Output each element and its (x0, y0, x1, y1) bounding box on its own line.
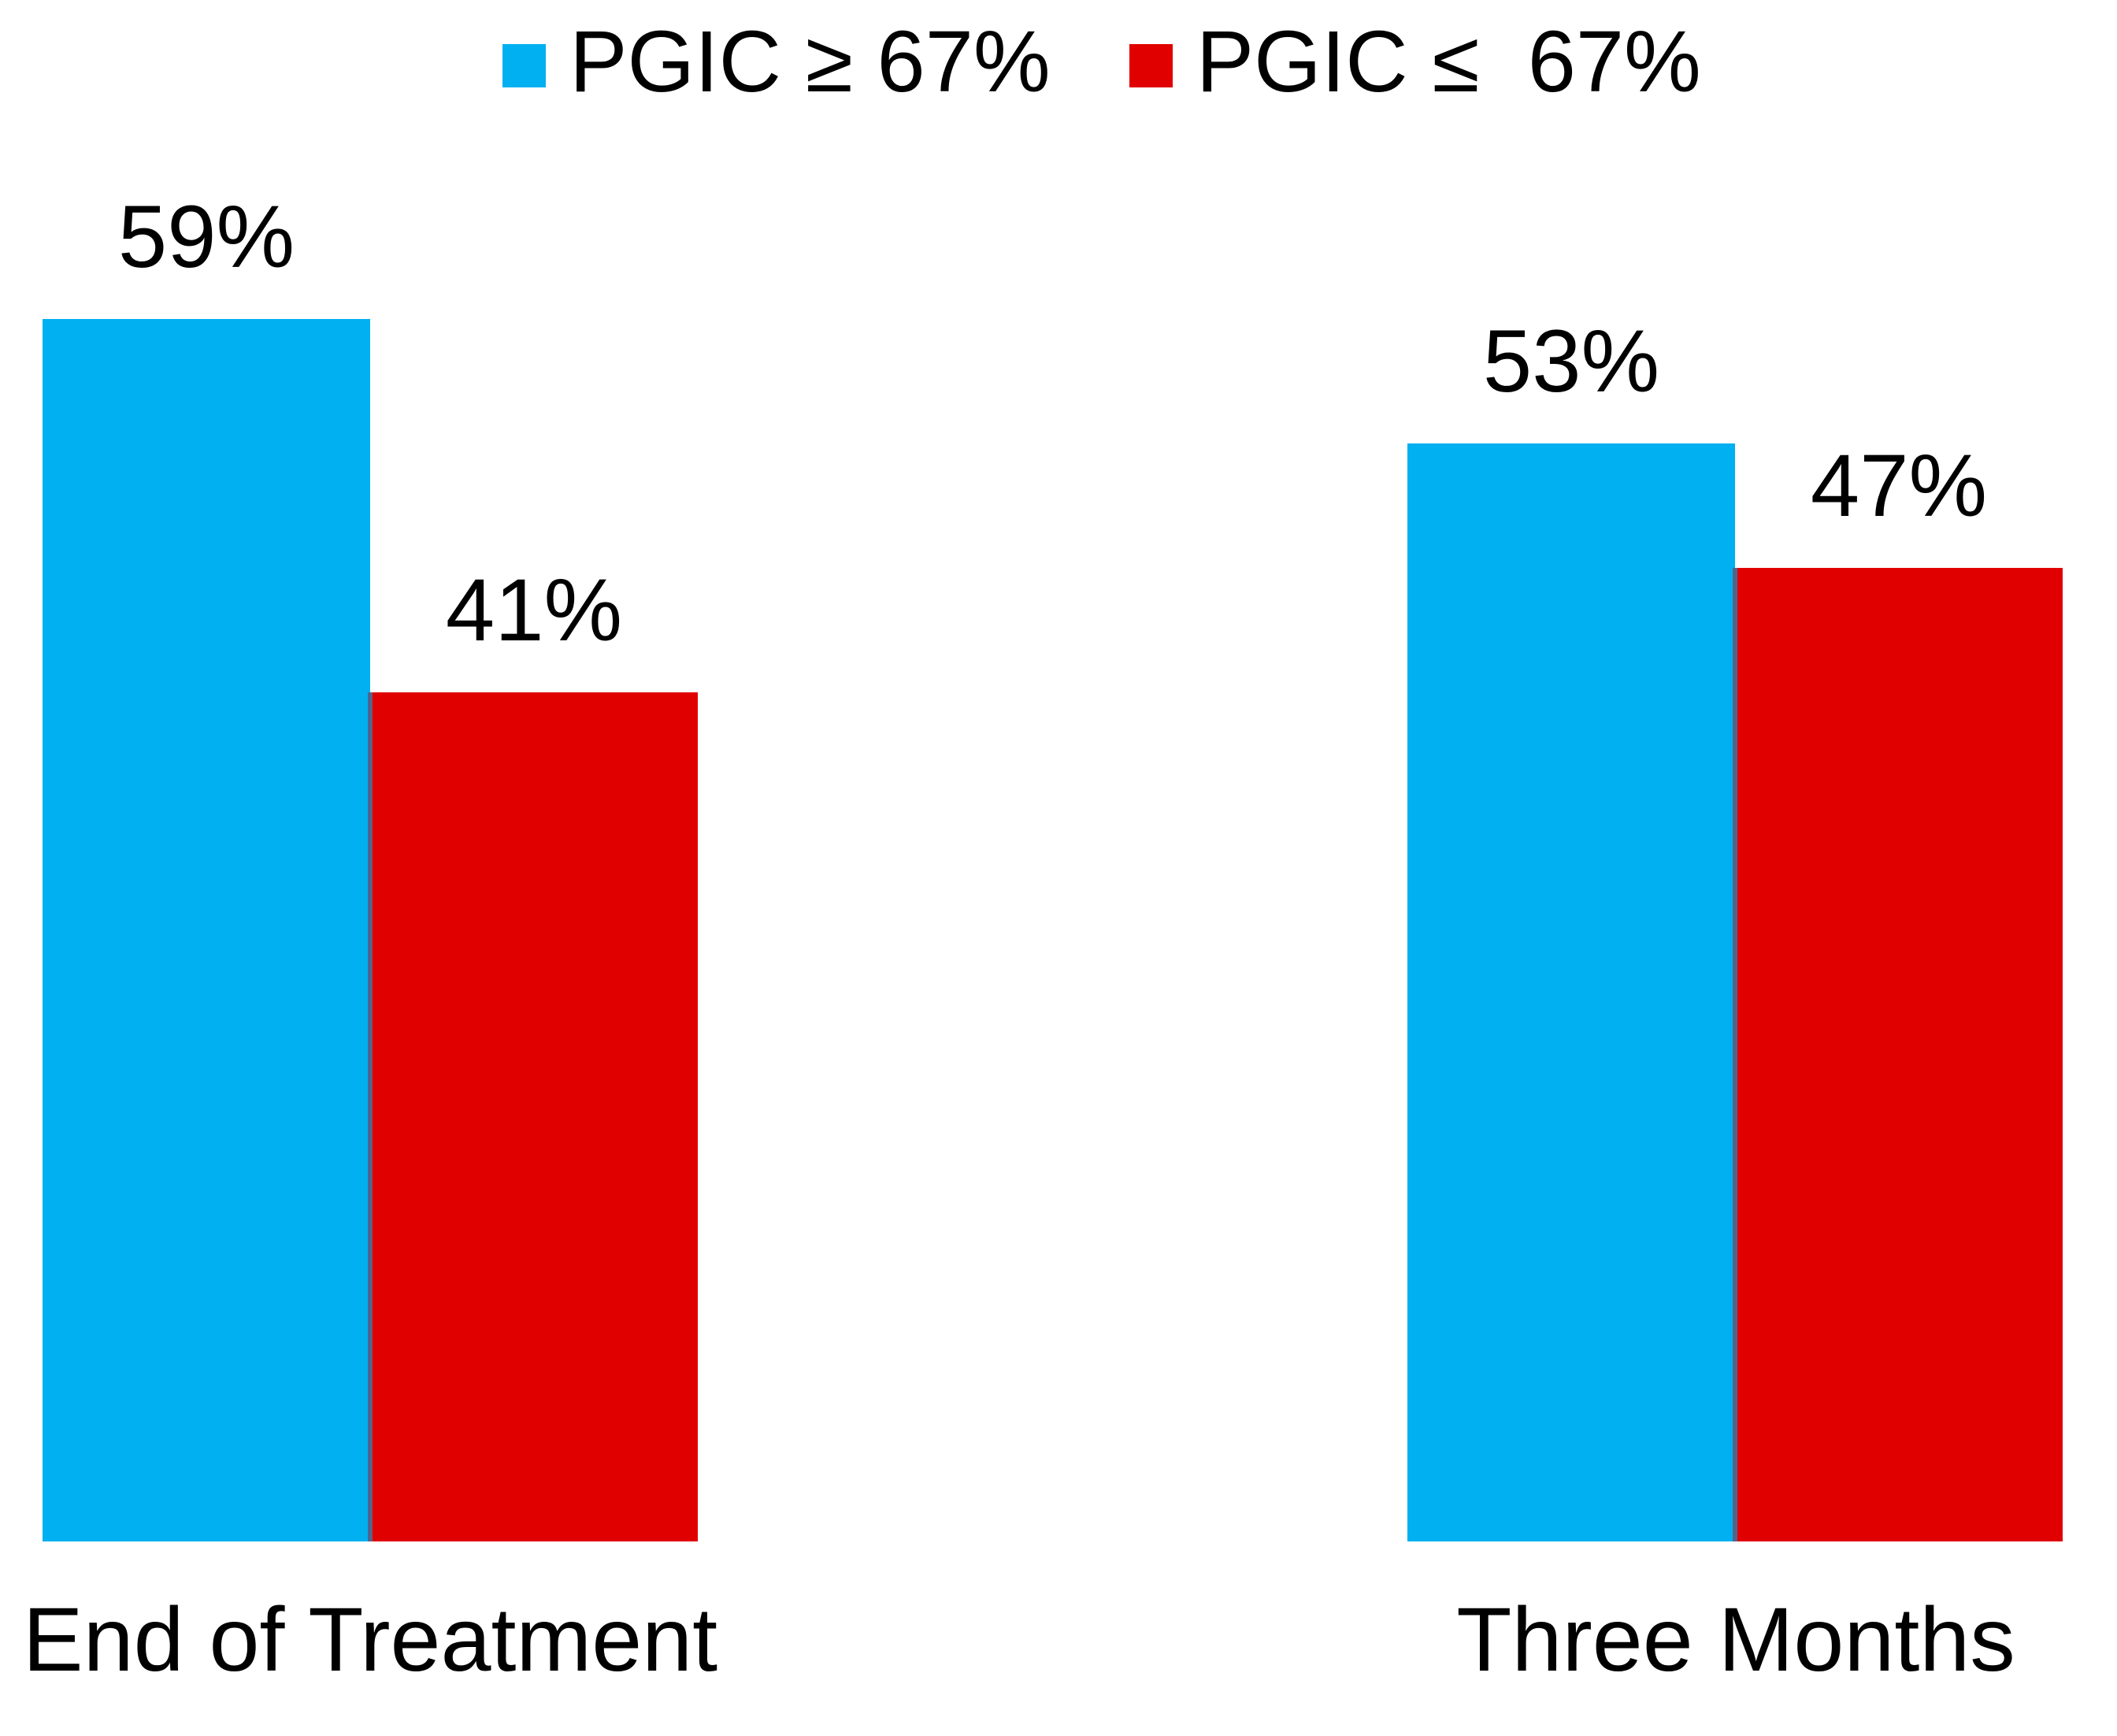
bar-pgic-67-end-of-treatment (370, 692, 698, 1541)
legend: PGIC ≥ 67% PGIC ≤ 67% (43, 14, 2117, 109)
legend-item-pgic-ge-67: PGIC ≥ 67% (502, 14, 1051, 109)
legend-label-pgic-le-67: PGIC ≤ 67% (1196, 13, 1701, 110)
bar-seam (1733, 568, 1737, 1541)
legend-item-pgic-le-67: PGIC ≤ 67% (1129, 14, 1701, 109)
x-axis-label-end-of-treatment: End of Treatment (22, 1589, 718, 1690)
bar-value-label-three-months-pgic-67: 47% (1810, 436, 1988, 535)
bar-value-label-end-of-treatment-pgic-67: 59% (117, 187, 295, 286)
legend-swatch-red (1129, 44, 1173, 87)
bar-pgic-67-three-months (1407, 443, 1735, 1541)
bar-seam (368, 692, 373, 1541)
bar-value-label-end-of-treatment-pgic-67: 41% (445, 561, 623, 659)
legend-swatch-blue (502, 44, 547, 87)
legend-label-pgic-ge-67: PGIC ≥ 67% (569, 13, 1051, 110)
bar-pgic-67-end-of-treatment (43, 319, 370, 1541)
bar-pgic-67-three-months (1735, 568, 2063, 1541)
x-axis-label-three-months: Three Months (1456, 1589, 2015, 1690)
bar-value-label-three-months-pgic-67: 53% (1482, 312, 1660, 410)
